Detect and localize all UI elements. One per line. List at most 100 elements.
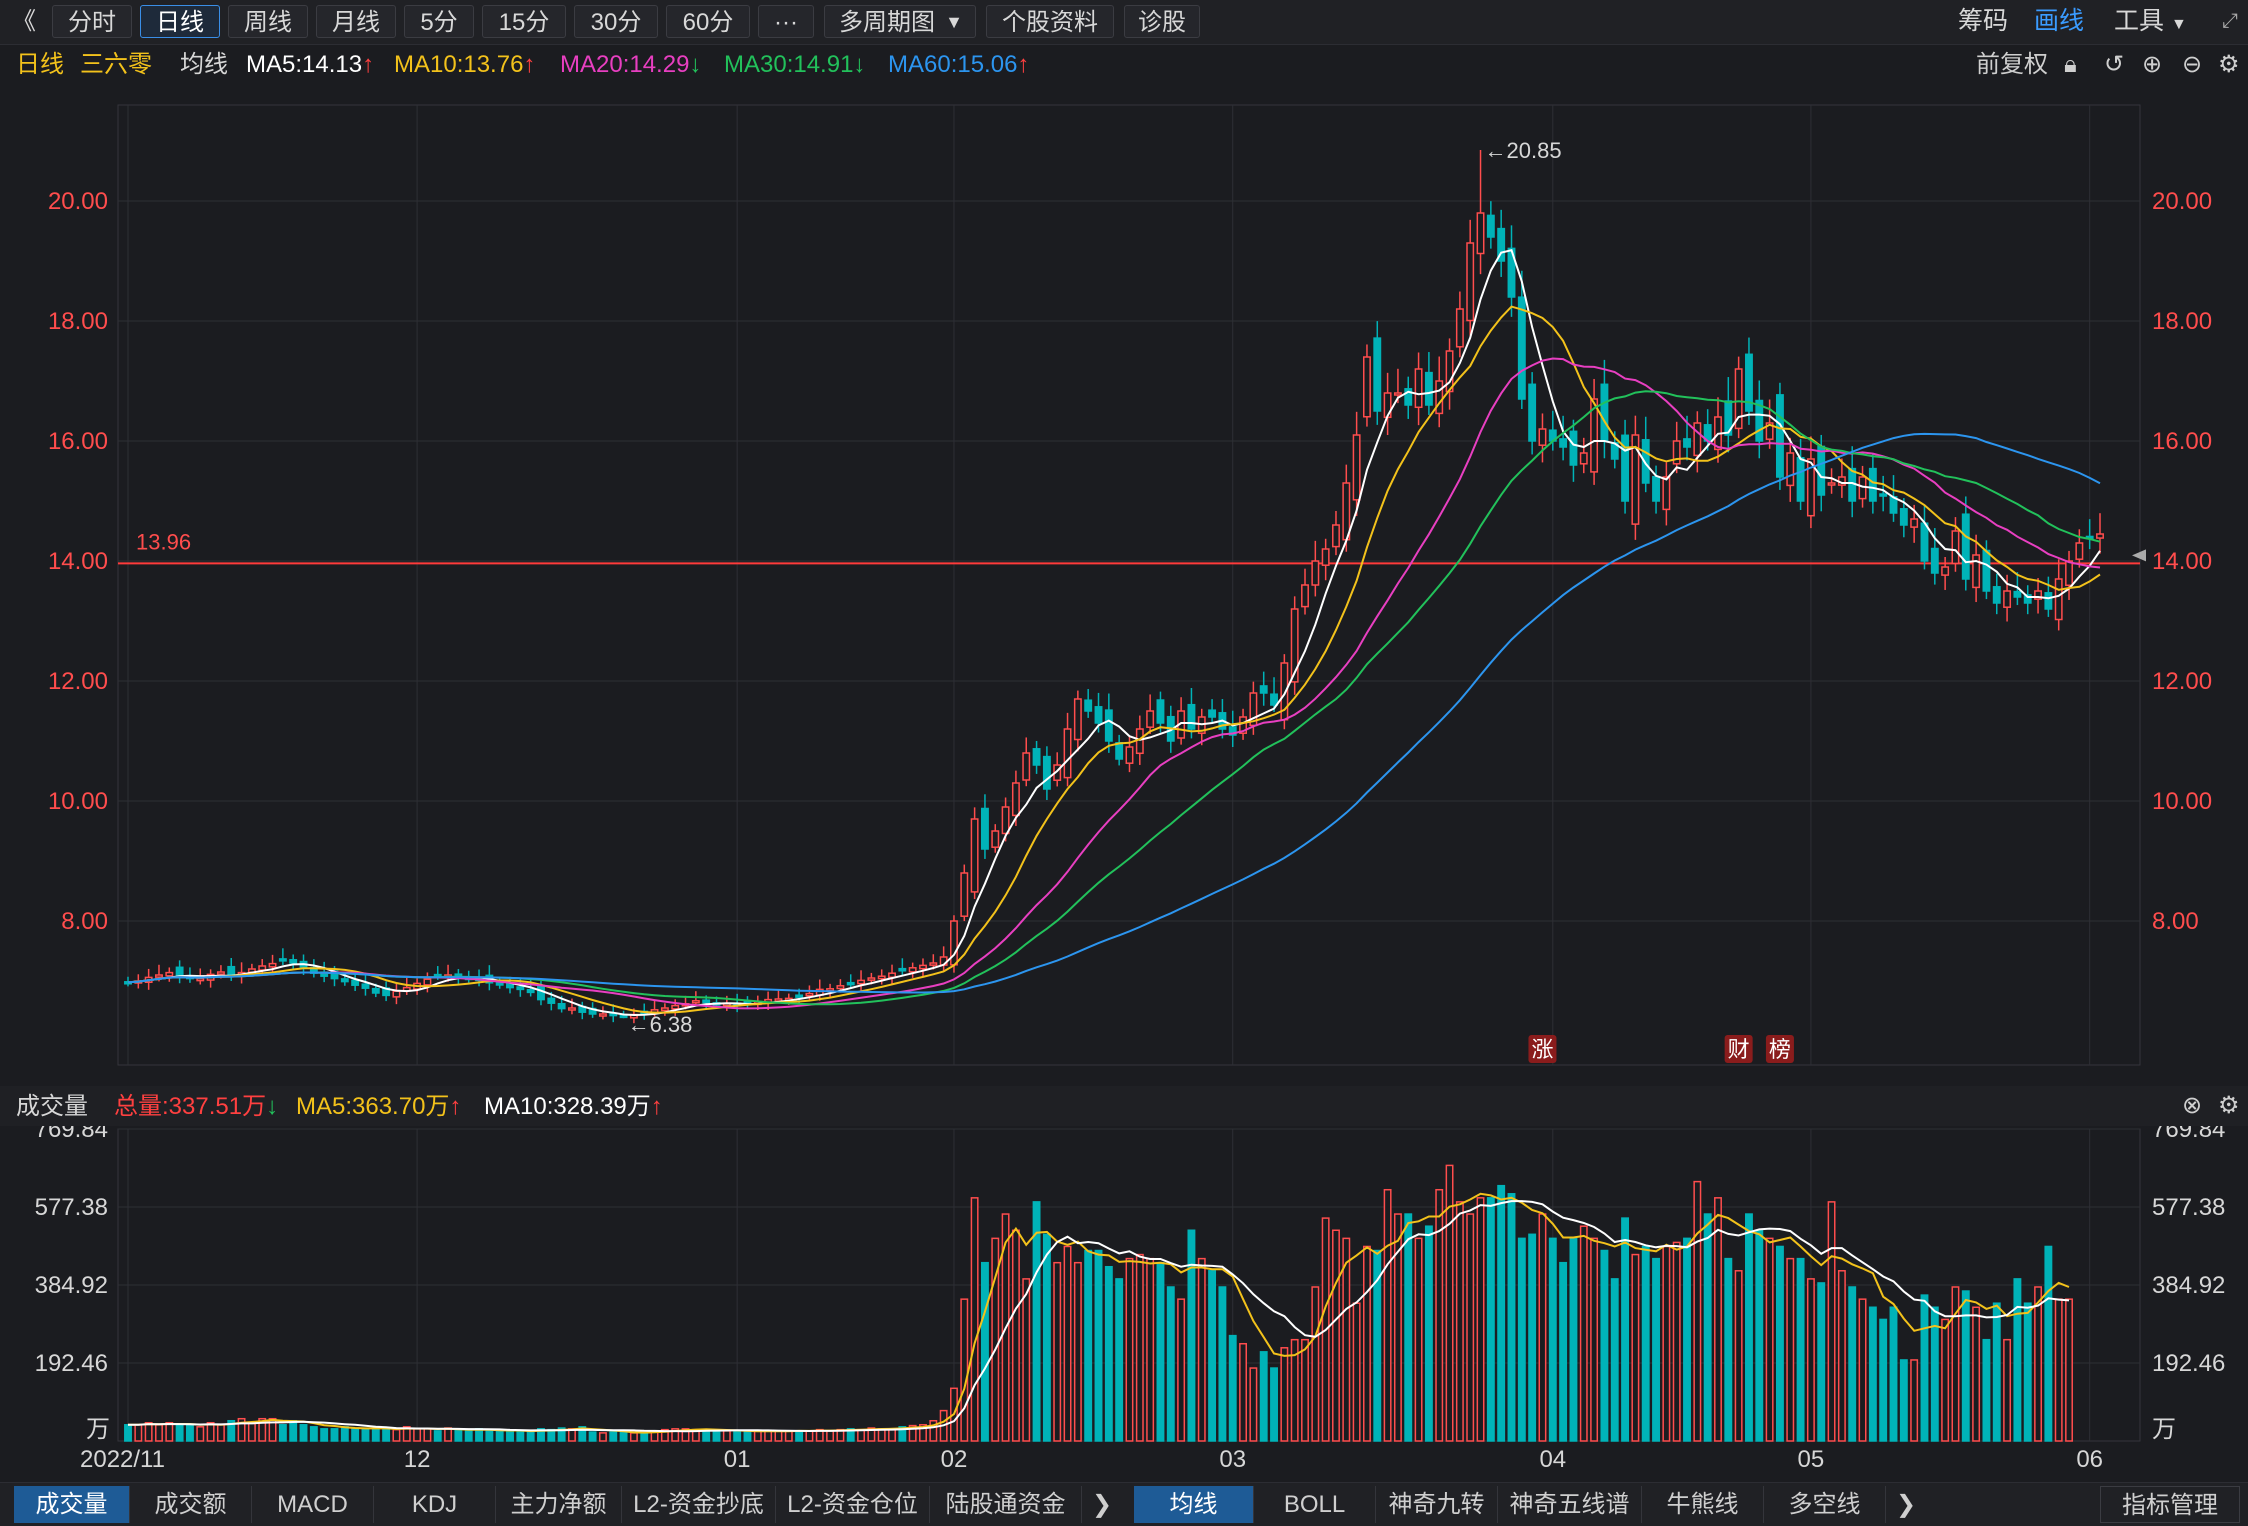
candle-body [1486,214,1495,238]
volume-bar [1858,1298,1867,1442]
tab-main-net[interactable]: 主力净额 [496,1486,622,1523]
volume-bar [309,1426,318,1442]
low-price-label: ←6.38 [628,1012,693,1037]
volume-unit-left: 万 [86,1416,110,1443]
tab-boll[interactable]: BOLL [1254,1486,1376,1523]
price-tick-left: 16.00 [48,428,108,455]
zoom-in-icon[interactable]: ⊕ [2142,51,2163,78]
volume-bar [764,1430,773,1442]
candle-body [1920,522,1929,562]
period-30min-button[interactable]: 30分 [574,5,658,38]
volume-bar [454,1428,463,1442]
period-60min-button[interactable]: 60分 [666,5,750,38]
volume-bar [629,1432,638,1442]
expand-icon[interactable]: ⤢ [2222,10,2238,32]
volume-bar [1146,1257,1155,1442]
volume-settings-gear-icon[interactable]: ⚙ [2218,1092,2240,1119]
candle-body [1507,247,1516,298]
chips-button[interactable]: 筹码 [1958,7,2009,35]
candle-body [1672,440,1681,465]
more-periods-button[interactable]: ··· [758,5,814,38]
candle-body [795,994,804,998]
volume-bar [1631,1253,1640,1442]
settings-gear-icon[interactable]: ⚙ [2218,51,2240,78]
diagnose-button[interactable]: 诊股 [1124,5,1200,38]
lock-icon[interactable]: 🔒︎ [2064,51,2077,78]
volume-title: 成交量 [16,1093,88,1120]
candle-body [1259,685,1268,694]
volume-bar [970,1197,979,1442]
period-5min-button[interactable]: 5分 [404,5,474,38]
volume-bar [1228,1334,1237,1442]
period-week-button[interactable]: 周线 [228,5,308,38]
candle-body [1765,422,1774,440]
candle-body [1290,608,1299,683]
candle-body [392,990,401,998]
undo-icon[interactable]: ↺ [2104,51,2125,78]
volume-bar [1621,1217,1630,1442]
volume-bar [1166,1286,1175,1442]
candle-body [227,965,236,976]
volume-bar [1022,1278,1031,1442]
indicator-manage-button[interactable]: 指标管理 [2100,1486,2240,1523]
volume-bar [598,1432,607,1442]
zoom-out-icon[interactable]: ⊖ [2182,51,2203,78]
tab-magic-nine[interactable]: 神奇九转 [1376,1486,1498,1523]
period-minute-button[interactable]: 分时 [52,5,132,38]
volume-bar [258,1417,267,1442]
volume-bar [722,1430,731,1442]
draw-line-button[interactable]: 画线 [2034,7,2085,35]
tab-bull-bear-line[interactable]: 牛熊线 [1642,1486,1764,1523]
period-month-button[interactable]: 月线 [316,5,396,38]
tab-l2-bottom-fishing[interactable]: L2-资金抄底 [622,1486,776,1523]
candle-body [2034,590,2043,600]
volume-bar [1590,1237,1599,1442]
price-panel-frame [117,104,2141,1066]
volume-bar [1486,1197,1495,1442]
kline-chart[interactable]: 20.00 20.00 18.00 18.00 16.00 16.00 14.00 14.00… [0,85,2248,1482]
close-panel-icon[interactable]: ⊗ [2182,1092,2203,1119]
candle-body [2096,533,2104,539]
tab-volume[interactable]: 成交量 [14,1486,130,1523]
tab-ma[interactable]: 均线 [1134,1486,1254,1523]
tools-menu[interactable]: 工具 ▼ [2114,5,2187,38]
volume-bar [640,1432,649,1442]
volume-ma10: MA10:328.39万↑ [484,1093,663,1120]
tab-l2-position[interactable]: L2-资金仓位 [776,1486,930,1523]
volume-bar [2034,1286,2043,1442]
tab-macd[interactable]: MACD [252,1486,374,1523]
candle-body [970,818,979,893]
tab-magic-five-lines[interactable]: 神奇五线谱 [1498,1486,1642,1523]
tab-turnover[interactable]: 成交额 [130,1486,252,1523]
tab-northbound-funds[interactable]: 陆股通资金 [930,1486,1082,1523]
period-day-button[interactable]: 日线 [140,5,220,38]
volume-bar [1930,1306,1939,1442]
price-tick-right: 14.00 [2152,548,2212,575]
stock-info-button[interactable]: 个股资料 [986,5,1114,38]
event-marker-badge [1724,1035,1753,1063]
tab-long-short-line[interactable]: 多空线 [1764,1486,1886,1523]
price-tick-left: 20.00 [48,188,108,215]
volume-bar [1910,1359,1919,1442]
candle-body [1734,368,1743,430]
chevron-right-icon[interactable]: ❯ [1091,1491,1113,1518]
event-marker-badge [1765,1035,1794,1063]
back-icon[interactable]: 《 [12,8,36,35]
volume-bar [2065,1298,2073,1442]
volume-bar [196,1426,205,1442]
ma-label[interactable]: 均线 [180,51,228,78]
ma20-value: MA20:14.29↓ [560,51,702,78]
multi-period-dropdown[interactable]: 多周期图 ▼ [824,5,976,38]
volume-bar [609,1431,618,1442]
candle-body [1156,699,1165,724]
candle-body [196,977,205,982]
volume-bar [588,1431,597,1442]
chevron-right-icon[interactable]: ❯ [1895,1491,1917,1518]
adjust-mode[interactable]: 前复权 [1976,51,2048,78]
volume-bar [402,1426,411,1442]
volume-bar [1941,1318,1950,1442]
period-15min-button[interactable]: 15分 [482,5,566,38]
candle-body [1899,508,1908,526]
candle-body [1424,371,1433,406]
tab-kdj[interactable]: KDJ [374,1486,496,1523]
